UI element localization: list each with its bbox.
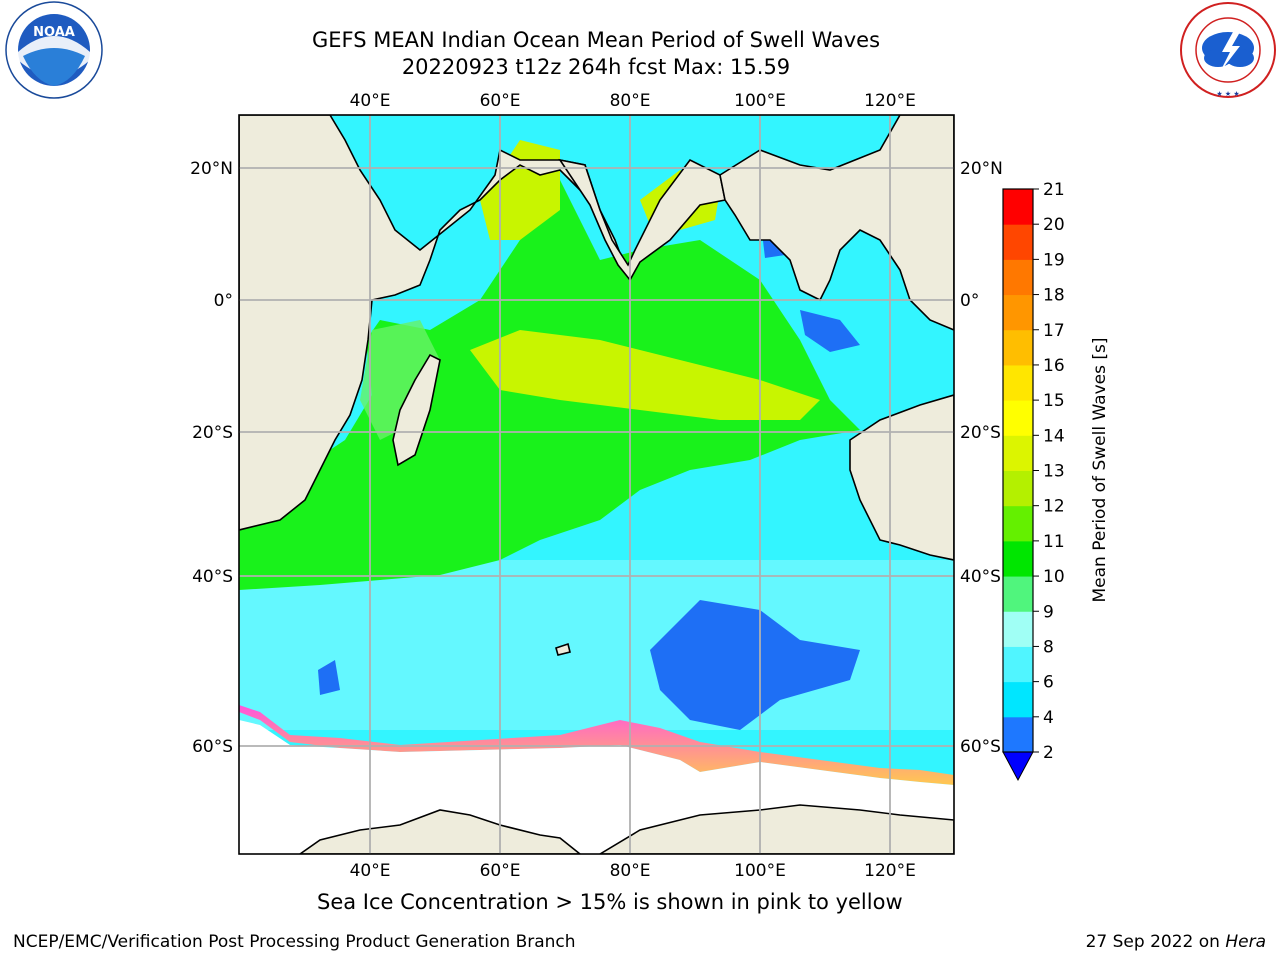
lon-label-top: 80°E — [610, 91, 651, 111]
colorbar-cell — [1003, 540, 1033, 577]
lon-label-bottom: 100°E — [734, 861, 786, 881]
australia-land — [849, 394, 954, 561]
colorbar-cell — [1003, 681, 1033, 718]
colorbar-tick-label: 14 — [1043, 426, 1065, 446]
footer-credit: NCEP/EMC/Verification Post Processing Pr… — [13, 932, 576, 952]
colorbar-tick-label: 4 — [1043, 708, 1054, 728]
colorbar-cell — [1003, 611, 1033, 647]
colorbar-tick-label: 9 — [1043, 602, 1054, 622]
colorbar-tick-label: 18 — [1043, 286, 1065, 306]
colorbar-cell — [1003, 716, 1033, 753]
lat-labels-right: 20°N 0° 20°S 40°S 60°S — [960, 159, 1003, 757]
light-cyan-band — [239, 560, 954, 730]
footer-date-text: 27 Sep 2022 on — [1085, 932, 1226, 952]
lat-label-left: 60°S — [192, 737, 233, 757]
colorbar-cell — [1003, 189, 1033, 225]
colorbar-tick-label: 15 — [1043, 391, 1065, 411]
antarctica-land-east — [598, 804, 954, 854]
title-line-1: GEFS MEAN Indian Ocean Mean Period of Sw… — [311, 28, 881, 52]
colorbar-tick-label: 12 — [1043, 497, 1065, 517]
lat-label-right: 20°S — [960, 423, 1001, 443]
noaa-text: NOAA — [33, 25, 75, 40]
colorbar-cell — [1003, 259, 1033, 296]
map-frame — [238, 114, 955, 855]
yellow-green-band — [470, 330, 820, 420]
sea-ice-band — [239, 705, 954, 785]
kerguelen-land — [555, 642, 571, 656]
colorbar-tick-label: 8 — [1043, 637, 1054, 657]
colorbar-tick-label: 13 — [1043, 462, 1065, 482]
deep-blue-patch-small — [318, 660, 340, 695]
colorbar-tick-label: 16 — [1043, 356, 1065, 376]
colorbar-extend-arrow — [1002, 751, 1034, 782]
colorbar-cell — [1003, 364, 1033, 401]
madagascar-land — [392, 353, 441, 467]
lon-labels-bottom: 40°E 60°E 80°E 100°E 120°E — [350, 861, 916, 881]
lon-label-top: 120°E — [864, 91, 916, 111]
map-gridlines — [239, 115, 954, 854]
colorbar-tick-label: 2 — [1043, 743, 1054, 763]
noaa-logo-icon: NOAA — [5, 1, 103, 99]
lon-label-top: 100°E — [734, 91, 786, 111]
colorbar-cells — [1003, 189, 1033, 753]
lon-label-bottom: 120°E — [864, 861, 916, 881]
lon-label-top: 60°E — [480, 91, 521, 111]
lon-label-bottom: 80°E — [610, 861, 651, 881]
colorbar: 2 4 6 8 9 10 11 12 13 14 15 16 17 18 19 20 21 Mean Perio… — [1002, 180, 1110, 782]
colorbar-label: Mean Period of Swell Waves [s] — [1090, 338, 1110, 603]
deep-blue-patch — [650, 600, 860, 730]
colorbar-cell — [1003, 505, 1033, 542]
deep-blue-java-sea — [800, 310, 860, 352]
lon-label-bottom: 60°E — [480, 861, 521, 881]
lon-label-bottom: 40°E — [350, 861, 391, 881]
lon-label-top: 40°E — [350, 91, 391, 111]
lat-label-right: 40°S — [960, 567, 1001, 587]
colorbar-cell — [1003, 646, 1033, 683]
colorbar-cell — [1003, 294, 1033, 331]
title-line-2: 20220923 t12z 264h fcst Max: 15.59 — [401, 55, 791, 79]
colorbar-tick-label: 17 — [1043, 321, 1065, 341]
lat-label-right: 60°S — [960, 737, 1001, 757]
colorbar-tick-label: 11 — [1043, 532, 1065, 552]
colorbar-cell — [1003, 435, 1033, 471]
colorbar-tick-label: 20 — [1043, 215, 1065, 235]
lat-label-left: 20°N — [190, 159, 233, 179]
lat-labels-left: 20°N 0° 20°S 40°S 60°S — [190, 159, 233, 757]
africa-arabia-land — [239, 115, 631, 531]
lat-label-right: 20°N — [960, 159, 1003, 179]
nws-logo-icon: ★ ★ ★ — [1180, 2, 1276, 98]
sea-ice-caption: Sea Ice Concentration > 15% is shown in … — [317, 890, 903, 914]
colorbar-cell — [1003, 470, 1033, 507]
colorbar-tick-label: 10 — [1043, 567, 1065, 587]
colorbar-cell — [1003, 224, 1033, 260]
colorbar-cell — [1003, 329, 1033, 366]
colorbar-ticks: 2 4 6 8 9 10 11 12 13 14 15 16 17 18 19 20 21 — [1033, 180, 1065, 763]
colorbar-cell — [1003, 400, 1033, 436]
colorbar-tick-label: 6 — [1043, 673, 1054, 693]
lat-label-left: 40°S — [192, 567, 233, 587]
footer-machine: Hera — [1225, 932, 1266, 952]
lat-label-right: 0° — [960, 291, 979, 311]
map-panel — [239, 115, 954, 854]
colorbar-tick-label: 21 — [1043, 180, 1065, 200]
colorbar-tick-label: 19 — [1043, 250, 1065, 270]
land-masses — [239, 115, 954, 854]
lat-label-left: 20°S — [192, 423, 233, 443]
colorbar-cell — [1003, 576, 1033, 612]
svg-text:★ ★ ★: ★ ★ ★ — [1216, 90, 1239, 98]
footer-date: 27 Sep 2022 on Hera — [1086, 932, 1266, 952]
lon-labels-top: 40°E 60°E 80°E 100°E 120°E — [350, 91, 916, 111]
lat-label-left: 0° — [214, 291, 233, 311]
